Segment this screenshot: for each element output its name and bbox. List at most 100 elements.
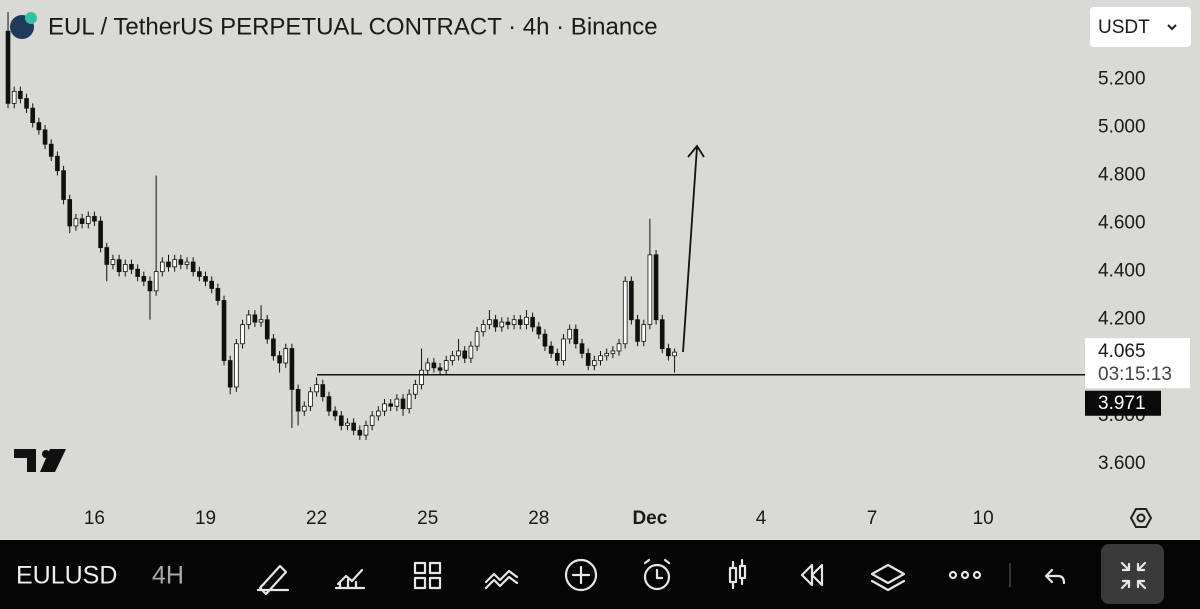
candle-body <box>240 324 245 345</box>
candle-body <box>499 321 505 328</box>
more-dot[interactable] <box>972 570 982 580</box>
candle-body <box>357 429 363 436</box>
currency-dropdown[interactable] <box>1090 7 1191 47</box>
candle-body <box>30 107 36 123</box>
candle-body <box>67 199 73 227</box>
candle-body <box>629 280 634 321</box>
candle-body <box>672 351 677 357</box>
replay[interactable] <box>800 563 824 587</box>
candle-body <box>190 261 196 273</box>
x-tick-label: 7 <box>867 508 878 529</box>
fullscreen-icon[interactable] <box>1120 561 1147 590</box>
candle-body <box>400 398 406 410</box>
candle-body <box>394 398 400 407</box>
chart-type[interactable] <box>728 558 747 590</box>
axis-settings[interactable] <box>1129 508 1153 528</box>
toolbar-icons <box>256 544 1164 604</box>
candle-body <box>85 215 91 224</box>
more-dot[interactable] <box>960 570 970 580</box>
candle-body <box>234 343 239 388</box>
candle-body <box>332 410 338 417</box>
candle-body <box>203 276 208 282</box>
candle-body <box>271 338 276 357</box>
y-tick-label: 3.600 <box>1098 453 1146 474</box>
candle-body <box>351 422 356 431</box>
countdown: 03:15:13 <box>1098 364 1172 385</box>
candle-body <box>443 360 449 371</box>
x-tick-label: 10 <box>973 508 994 529</box>
layouts[interactable] <box>413 561 442 590</box>
toolbar <box>0 540 1200 609</box>
candle-body <box>122 264 128 273</box>
candle-body <box>153 271 159 292</box>
candle-body <box>468 345 474 359</box>
candle-body <box>289 348 295 390</box>
more-dot[interactable] <box>948 570 958 580</box>
draw-tool[interactable] <box>256 564 290 596</box>
fullscreen-button[interactable] <box>1101 544 1164 604</box>
add[interactable] <box>564 558 598 592</box>
tv-logo-dot <box>42 450 50 458</box>
undo[interactable] <box>1044 568 1066 585</box>
candle-body <box>166 261 171 268</box>
toolbar-symbol[interactable]: EULUSD <box>16 562 117 590</box>
candle-body <box>172 259 177 268</box>
indicators[interactable] <box>334 568 366 590</box>
x-tick-label: 25 <box>417 508 438 529</box>
y-tick-label: 5.000 <box>1098 116 1146 137</box>
candle-body <box>5 30 11 104</box>
candle-body <box>592 360 597 366</box>
candle-body <box>129 264 134 270</box>
plot-area: 3.6003.8004.0004.2004.4004.6004.8005.000… <box>5 12 1190 529</box>
candle-body <box>456 350 461 357</box>
candle-body <box>258 319 264 323</box>
candle-body <box>345 422 350 426</box>
candle-body <box>320 384 326 398</box>
candle-body <box>277 355 282 364</box>
candle-body <box>598 355 603 361</box>
candle-body <box>554 352 560 361</box>
exchange-badge <box>25 12 37 24</box>
candle-body <box>641 324 647 342</box>
candle-body <box>18 90 23 99</box>
candle-body <box>573 328 579 345</box>
candle-body <box>295 389 301 412</box>
compare[interactable] <box>484 569 519 590</box>
tv-logo <box>14 449 66 472</box>
candle-body <box>622 280 628 345</box>
candle-body <box>135 268 140 277</box>
candle-body <box>388 403 393 407</box>
candle-body <box>548 345 554 354</box>
layers[interactable] <box>870 563 906 592</box>
alert[interactable] <box>643 563 671 591</box>
candle-body <box>382 403 387 412</box>
candle-body <box>511 319 517 325</box>
candle-body <box>227 360 233 388</box>
candle-body <box>104 247 110 265</box>
candle-body <box>55 155 60 172</box>
candle-body <box>11 90 17 104</box>
dropdown-caret[interactable] <box>1167 24 1177 31</box>
candle-body <box>24 98 29 109</box>
y-tick-label: 4.800 <box>1098 164 1146 185</box>
axis-settings-dot[interactable] <box>1136 513 1146 523</box>
toolbar-interval[interactable]: 4H <box>152 562 184 590</box>
candle-body <box>301 405 307 412</box>
candle-body <box>450 355 455 361</box>
candle-body <box>666 348 671 357</box>
candle-body <box>413 384 418 395</box>
chart-title: EUL / TetherUS PERPETUAL CONTRACT · 4h ·… <box>48 13 658 40</box>
candle-body <box>536 326 542 335</box>
candle-body <box>376 410 381 417</box>
currency-label[interactable]: USDT <box>1098 17 1150 38</box>
candle-body <box>585 352 591 366</box>
level-box <box>1085 390 1161 416</box>
candle-body <box>209 280 215 289</box>
add-plus[interactable] <box>571 565 591 585</box>
candle-body <box>505 321 511 325</box>
candle-body <box>308 391 313 407</box>
candle-body <box>326 396 332 412</box>
candle-body <box>79 218 85 224</box>
alert-hands[interactable] <box>643 558 671 580</box>
